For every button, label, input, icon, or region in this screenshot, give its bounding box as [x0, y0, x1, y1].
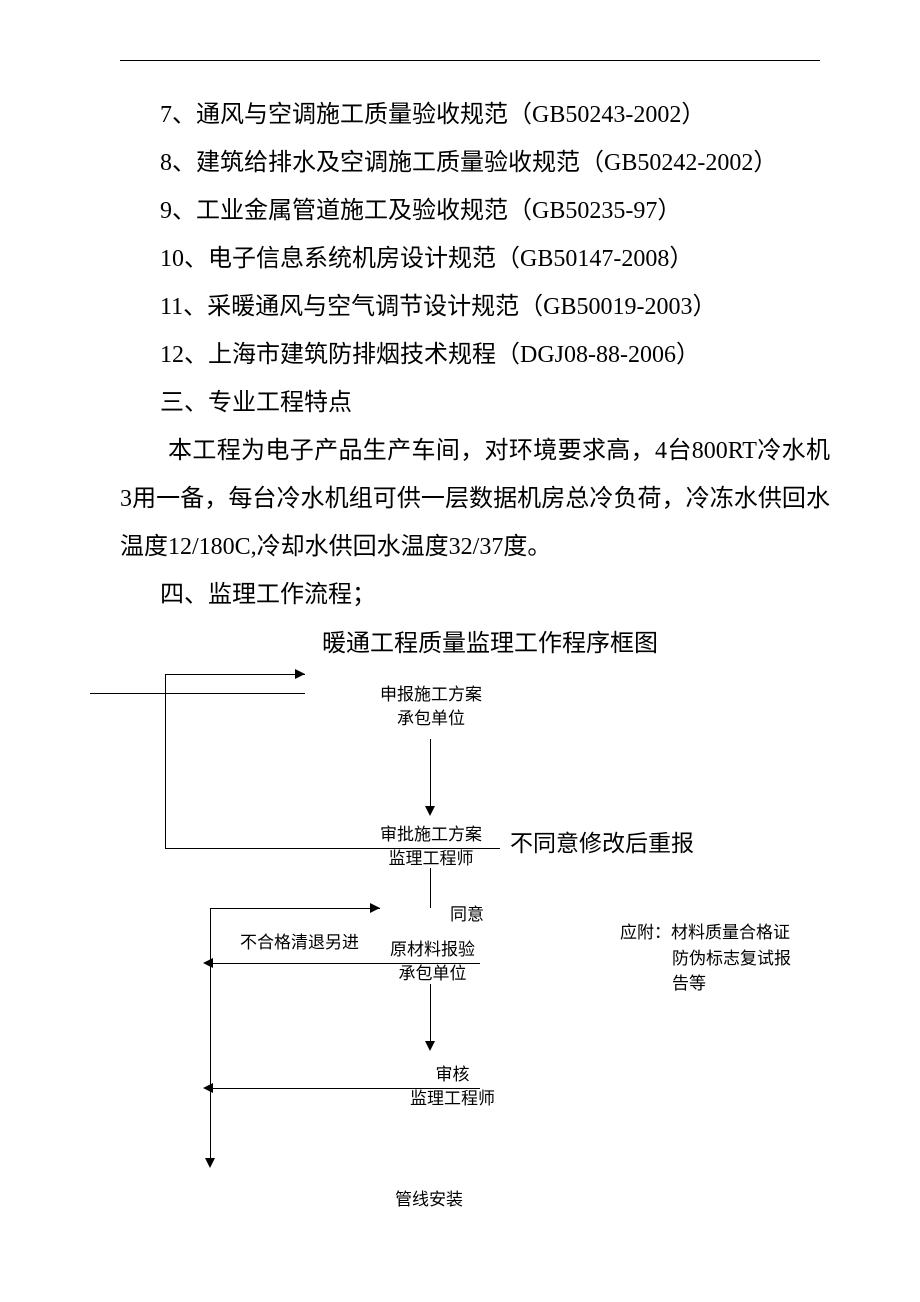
- list-item: 12、上海市建筑防排烟技术规程（DGJ08-88-2006）: [160, 331, 830, 379]
- flow-node-line: 申报施工方案: [380, 683, 482, 707]
- flow-node-line: 原材料报验: [390, 938, 475, 962]
- flow-vline: [165, 674, 166, 848]
- section-3-paragraph: 本工程为电子产品生产车间，对环境要求高，4台800RT冷水机3用一备，每台冷水机…: [120, 427, 830, 571]
- flow-node-line: 审核: [410, 1063, 495, 1087]
- flow-note-line: 防伪标志复试报: [620, 946, 791, 972]
- arrow-down-icon: [425, 806, 435, 816]
- arrow-down-icon: [425, 1041, 435, 1051]
- arrow-left-icon: [203, 958, 213, 968]
- standards-list: 7、通风与空调施工质量验收规范（GB50243-2002） 8、建筑给排水及空调…: [160, 91, 830, 379]
- list-item: 11、采暖通风与空气调节设计规范（GB50019-2003）: [160, 283, 830, 331]
- flow-hline: [165, 674, 305, 675]
- flow-node-line: 监理工程师: [380, 847, 482, 871]
- flow-vline: [210, 1088, 211, 1163]
- arrow-right-icon: [370, 903, 380, 913]
- flow-edge-label: 同意: [450, 900, 484, 925]
- list-item: 9、工业金属管道施工及验收规范（GB50235-97）: [160, 187, 830, 235]
- flow-vline: [430, 739, 431, 809]
- arrow-down-icon: [205, 1158, 215, 1168]
- flow-edge-label: 不同意修改后重报: [510, 824, 694, 858]
- flow-node-line: 审批施工方案: [380, 823, 482, 847]
- flow-node-line: 管线安装: [395, 1188, 463, 1212]
- flow-node-line: 监理工程师: [410, 1087, 495, 1111]
- list-item: 10、电子信息系统机房设计规范（GB50147-2008）: [160, 235, 830, 283]
- flowchart-diagram: 申报施工方案承包单位审批施工方案监理工程师原材料报验承包单位审核监理工程师管线安…: [90, 668, 830, 1228]
- flow-hline: [165, 848, 500, 849]
- top-horizontal-rule: [120, 60, 820, 61]
- flow-node-n1: 申报施工方案承包单位: [380, 683, 482, 731]
- flow-hline: [210, 963, 480, 964]
- flow-vline: [430, 868, 431, 908]
- flow-vline: [430, 984, 431, 1044]
- flow-node-n3: 原材料报验承包单位: [390, 938, 475, 986]
- flow-node-line: 承包单位: [380, 707, 482, 731]
- list-item: 8、建筑给排水及空调施工质量验收规范（GB50242-2002）: [160, 139, 830, 187]
- flowchart-title: 暖通工程质量监理工作程序框图: [150, 623, 830, 658]
- flow-edge-label: 不合格清退另进: [240, 928, 359, 953]
- flow-node-n4: 审核监理工程师: [410, 1063, 495, 1111]
- flow-note-line: 应附：材料质量合格证: [620, 920, 791, 946]
- flow-node-line: 承包单位: [390, 962, 475, 986]
- flow-hline: [90, 693, 305, 694]
- flow-note-line: 告等: [620, 971, 791, 997]
- list-item: 7、通风与空调施工质量验收规范（GB50243-2002）: [160, 91, 830, 139]
- flow-hline: [210, 908, 380, 909]
- arrow-right-icon: [295, 669, 305, 679]
- flow-node-n5: 管线安装: [395, 1188, 463, 1212]
- section-4-title: 四、监理工作流程；: [160, 571, 830, 619]
- section-3-title: 三、专业工程特点: [160, 379, 830, 427]
- arrow-left-icon: [203, 1083, 213, 1093]
- flow-node-n2: 审批施工方案监理工程师: [380, 823, 482, 871]
- flow-note: 应附：材料质量合格证防伪标志复试报告等: [620, 920, 791, 997]
- flow-hline: [210, 1088, 480, 1089]
